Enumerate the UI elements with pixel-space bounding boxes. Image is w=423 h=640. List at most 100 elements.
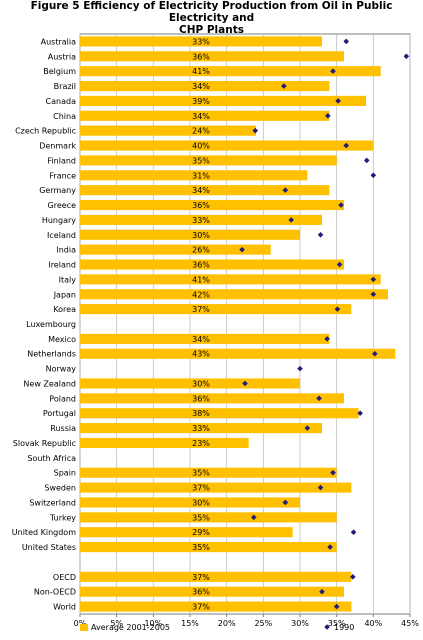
bar bbox=[80, 304, 352, 315]
bar bbox=[80, 289, 388, 300]
bar bbox=[80, 244, 271, 255]
category-label: Poland bbox=[49, 394, 76, 403]
marker-1990 bbox=[370, 276, 377, 283]
bar bbox=[80, 512, 337, 523]
data-label: 38% bbox=[192, 409, 210, 418]
bar bbox=[80, 408, 359, 419]
marker-1990 bbox=[330, 469, 336, 476]
bar bbox=[80, 125, 256, 136]
data-label: 33% bbox=[192, 37, 210, 46]
data-label: 36% bbox=[192, 261, 210, 270]
x-tick-label: 30% bbox=[291, 619, 309, 628]
data-label: 29% bbox=[192, 528, 210, 537]
marker-1990 bbox=[252, 127, 259, 134]
bar bbox=[80, 66, 381, 77]
x-tick-label: 45% bbox=[401, 619, 419, 628]
x-tick-label: 0% bbox=[74, 619, 87, 628]
bar bbox=[80, 527, 293, 538]
x-tick-label: 35% bbox=[328, 619, 346, 628]
data-label: 34% bbox=[192, 186, 210, 195]
category-label: Sweden bbox=[44, 484, 76, 493]
marker-1990 bbox=[334, 306, 341, 312]
marker-1990 bbox=[319, 588, 325, 595]
category-label: Norway bbox=[46, 365, 77, 374]
legend-swatch-marker bbox=[324, 624, 330, 630]
data-label: 30% bbox=[192, 231, 210, 240]
marker-1990 bbox=[325, 112, 331, 119]
x-tick-label: 10% bbox=[144, 619, 162, 628]
data-label: 34% bbox=[192, 82, 210, 91]
category-label: Denmark bbox=[39, 142, 76, 151]
data-label: 36% bbox=[192, 588, 210, 597]
data-label: 41% bbox=[192, 275, 210, 284]
marker-1990 bbox=[297, 365, 303, 372]
bar bbox=[80, 601, 352, 612]
chart-title-line1: Figure 5 Efficiency of Electricity Produ… bbox=[30, 0, 393, 24]
bar bbox=[80, 110, 330, 121]
x-tick-label: 15% bbox=[181, 619, 199, 628]
marker-1990 bbox=[338, 202, 344, 208]
marker-1990 bbox=[304, 425, 311, 431]
data-label: 34% bbox=[192, 112, 210, 121]
marker-1990 bbox=[288, 217, 294, 223]
marker-1990 bbox=[282, 187, 289, 193]
bar bbox=[80, 437, 249, 449]
data-label: 35% bbox=[192, 469, 210, 478]
category-label: Non-OECD bbox=[34, 588, 76, 597]
marker-1990 bbox=[317, 484, 324, 491]
data-label: 34% bbox=[192, 335, 210, 344]
category-label: Korea bbox=[53, 305, 76, 314]
category-label: World bbox=[53, 603, 76, 612]
category-label: Russia bbox=[50, 424, 76, 433]
category-label: India bbox=[56, 246, 76, 255]
marker-1990 bbox=[281, 83, 287, 89]
marker-1990 bbox=[343, 38, 349, 45]
bar bbox=[80, 542, 337, 553]
bar bbox=[80, 36, 322, 47]
data-label: 37% bbox=[192, 484, 210, 493]
category-label: Finland bbox=[47, 156, 76, 165]
bar bbox=[80, 199, 344, 211]
x-tick-label: 40% bbox=[364, 619, 382, 628]
category-label: China bbox=[53, 112, 76, 121]
chart-title-line2: CHP Plants bbox=[179, 24, 244, 36]
data-label: 30% bbox=[192, 379, 210, 388]
category-label: Turkey bbox=[49, 513, 76, 522]
x-tick-label: 5% bbox=[110, 619, 123, 628]
marker-1990 bbox=[350, 529, 357, 536]
category-label: Czech Republic bbox=[15, 127, 76, 136]
data-label: 37% bbox=[192, 603, 210, 612]
data-label: 41% bbox=[192, 67, 210, 76]
bar bbox=[80, 155, 337, 166]
chart-title: Figure 5 Efficiency of Electricity Produ… bbox=[0, 0, 423, 36]
marker-1990 bbox=[363, 157, 370, 164]
marker-1990 bbox=[336, 261, 343, 268]
data-label: 33% bbox=[192, 216, 210, 225]
category-label: Iceland bbox=[47, 231, 76, 240]
marker-1990 bbox=[251, 514, 257, 521]
data-label: 33% bbox=[192, 424, 210, 433]
bar bbox=[80, 80, 330, 92]
data-label: 39% bbox=[192, 97, 210, 106]
marker-1990 bbox=[370, 291, 377, 298]
data-label: 35% bbox=[192, 156, 210, 165]
category-label: Canada bbox=[46, 97, 77, 106]
category-label: Hungary bbox=[42, 216, 76, 225]
plot-frame bbox=[79, 33, 411, 615]
data-label: 35% bbox=[192, 543, 210, 552]
category-label: New Zealand bbox=[23, 379, 76, 388]
data-label: 43% bbox=[192, 350, 210, 359]
bar bbox=[80, 333, 330, 344]
marker-1990 bbox=[282, 499, 289, 506]
category-label: Italy bbox=[59, 275, 77, 284]
category-label: Mexico bbox=[48, 335, 76, 344]
bar bbox=[80, 214, 322, 225]
data-label: 37% bbox=[192, 573, 210, 582]
bar bbox=[80, 170, 308, 181]
category-label: South Africa bbox=[27, 454, 76, 463]
category-label: Ireland bbox=[48, 261, 76, 270]
marker-1990 bbox=[403, 53, 410, 60]
data-label: 40% bbox=[192, 142, 210, 151]
category-label: Australia bbox=[41, 37, 76, 46]
